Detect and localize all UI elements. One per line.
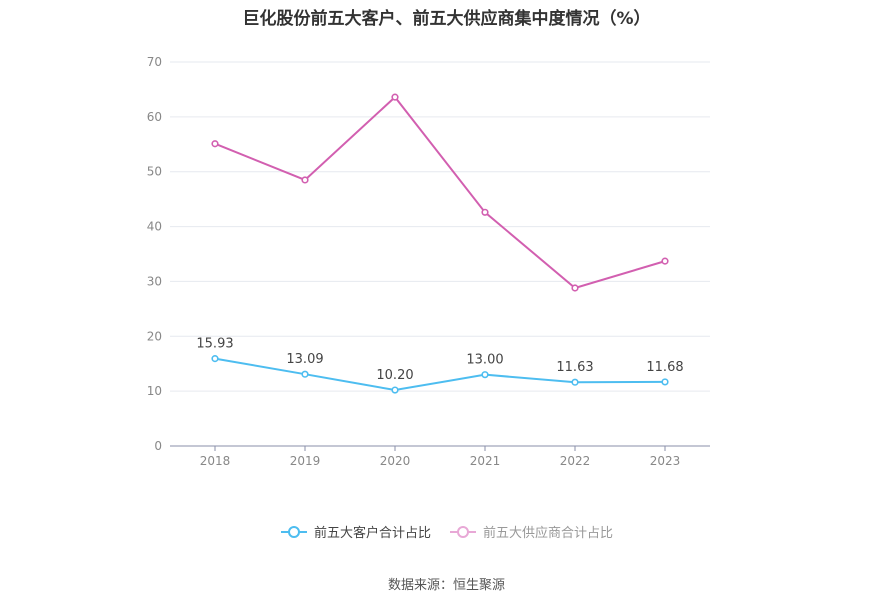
x-tick-label: 2018 <box>200 454 231 468</box>
x-tick-label: 2021 <box>470 454 501 468</box>
data-point <box>211 355 219 363</box>
chart-title: 巨化股份前五大客户、前五大供应商集中度情况（%） <box>242 9 651 29</box>
data-point <box>481 208 489 216</box>
data-point <box>211 140 219 148</box>
y-tick-label: 70 <box>147 55 162 69</box>
legend: 前五大客户合计占比 前五大供应商合计占比 <box>0 522 893 541</box>
y-tick-label: 40 <box>147 220 162 234</box>
y-tick-label: 30 <box>147 274 162 288</box>
x-tick-label: 2020 <box>380 454 411 468</box>
y-tick-label: 0 <box>154 439 162 453</box>
series-line-1 <box>214 95 666 290</box>
data-point <box>301 370 309 378</box>
y-tick-label: 10 <box>147 384 162 398</box>
data-label: 13.09 <box>286 352 323 367</box>
data-point <box>481 371 489 379</box>
data-point <box>571 284 579 292</box>
data-label: 10.20 <box>376 368 413 383</box>
data-point <box>391 93 399 101</box>
x-tick-label: 2023 <box>650 454 681 468</box>
data-point <box>661 378 669 386</box>
data-point <box>301 176 309 184</box>
data-point <box>661 257 669 265</box>
axes: 0 10 20 30 40 50 60 70 2018 2019 2020 2021 2022 2023 <box>147 55 710 468</box>
data-source: 数据来源：恒生聚源 <box>387 578 505 593</box>
data-label: 11.63 <box>556 360 593 375</box>
data-label: 13.00 <box>466 353 503 368</box>
grid-lines <box>170 61 710 392</box>
legend-label-suppliers: 前五大供应商合计占比 <box>483 526 614 541</box>
x-tick-label: 2019 <box>290 454 321 468</box>
legend-marker-customers-icon <box>280 525 307 538</box>
data-label: 15.93 <box>196 337 233 352</box>
y-tick-label: 60 <box>147 110 162 124</box>
series-lines <box>211 93 669 394</box>
y-tick-label: 50 <box>147 165 162 179</box>
data-labels: 15.93 13.09 10.20 13.00 11.63 11.68 <box>196 337 683 383</box>
data-point <box>391 386 399 394</box>
y-tick-label: 20 <box>147 329 162 343</box>
data-label: 11.68 <box>646 360 683 375</box>
series-line-0 <box>214 357 666 392</box>
legend-item-suppliers[interactable]: 前五大供应商合计占比 <box>449 522 613 541</box>
data-point <box>571 378 579 386</box>
legend-marker-suppliers-icon <box>450 525 476 538</box>
x-tick-label: 2022 <box>560 454 591 468</box>
legend-item-customers[interactable]: 前五大客户合计占比 <box>280 522 431 541</box>
legend-label-customers: 前五大客户合计占比 <box>313 526 431 541</box>
